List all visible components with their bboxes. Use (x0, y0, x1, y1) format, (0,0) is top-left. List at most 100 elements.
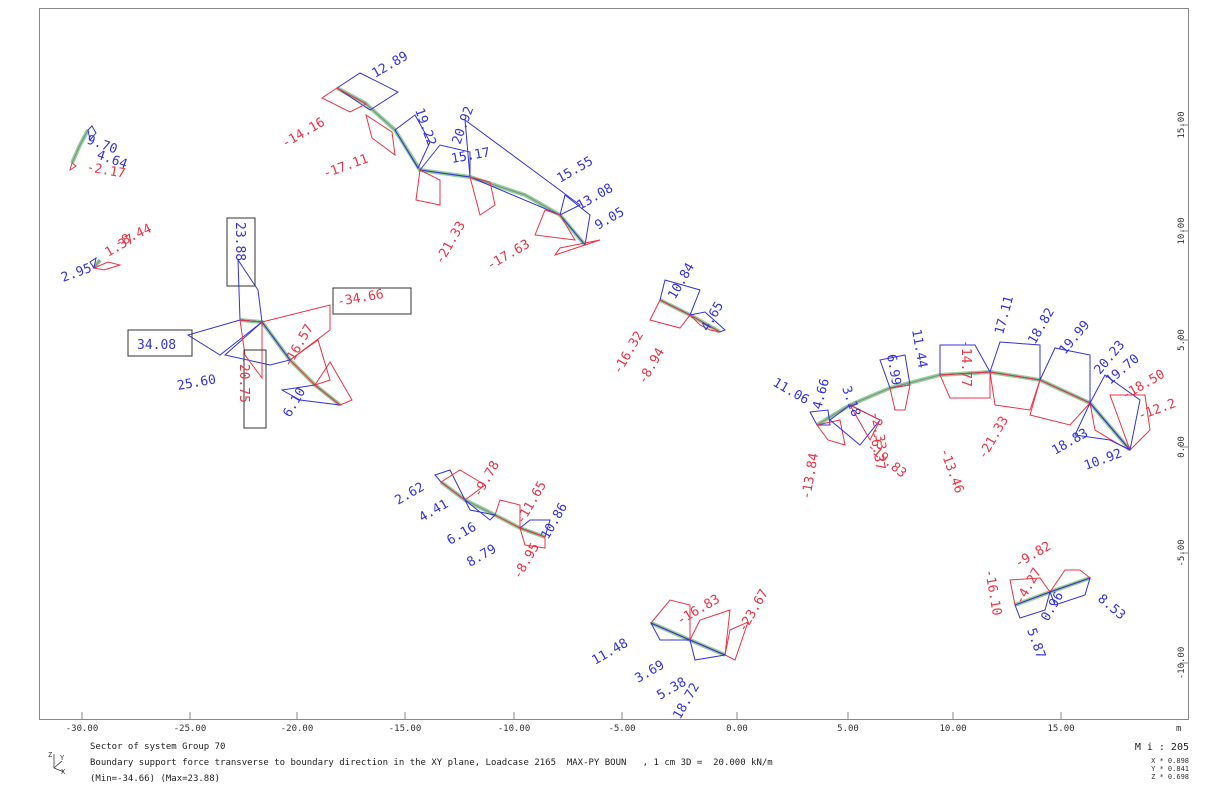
positive-force-polygon (394, 114, 431, 170)
force-polygons (69, 72, 1151, 661)
negative-force-polygon (848, 403, 881, 442)
force-value-label: 5.87 (1023, 626, 1048, 661)
x-tick-label: -10.00 (498, 724, 531, 734)
force-value-label: 3.18 (838, 384, 863, 419)
force-value-label: 2.62 (393, 480, 428, 509)
extreme-value-boxes (127, 217, 412, 429)
force-value-label: 11.44 (908, 328, 930, 369)
positive-force-polygon (649, 621, 691, 641)
force-value-label: 6.16 (445, 520, 480, 549)
x-axis-unit: m (1176, 724, 1181, 734)
force-value-label: -8.95 (510, 541, 543, 582)
force-value-label: -23.67 (735, 587, 771, 635)
x-tick-label: -25.00 (174, 724, 207, 734)
positive-force-polygon (464, 499, 497, 521)
force-value-label: 11.48 (590, 636, 631, 669)
force-value-label: -13.84 (799, 452, 822, 501)
positive-force-polygon (237, 258, 263, 323)
force-value-label: 3.69 (633, 658, 668, 687)
negative-force-polygon (534, 209, 576, 241)
member-centerline (71, 129, 89, 164)
plot-frame (39, 8, 1189, 720)
force-value-label: -6.37 (866, 430, 888, 471)
extreme-label-box (243, 349, 267, 429)
positive-force-polygon (1014, 591, 1051, 619)
negative-force-polygon (889, 384, 911, 411)
extreme-label-box (226, 217, 256, 287)
negative-force-polygon (69, 162, 77, 172)
extreme-label-box (127, 329, 193, 357)
force-value-label: 6.10 (280, 385, 309, 420)
force-value-label: -21.33 (975, 414, 1011, 462)
view-vector: X * 0.898 Y * 0.841 Z * 0.698 (1151, 757, 1189, 781)
y-tick-label: 15.00 (1177, 111, 1187, 138)
force-value-label: -2.33 (867, 410, 889, 451)
force-value-label: 6.99 (883, 353, 903, 386)
negative-force-polygon (415, 169, 441, 206)
negative-force-polygon (440, 469, 486, 501)
negative-force-polygon (553, 239, 601, 256)
negative-force-polygon (239, 319, 263, 380)
force-value-label: -12.2 (1136, 396, 1178, 423)
force-value-label: 12.89 (370, 49, 411, 82)
y-tick-label: -5.00 (1177, 539, 1187, 566)
force-value-label: -16.10 (981, 568, 1004, 617)
force-value-label: 4.41 (417, 497, 452, 526)
force-value-label: 25.60 (176, 372, 217, 394)
negative-force-polygon (1109, 394, 1151, 451)
force-value-label: 8.79 (465, 542, 500, 571)
force-value-label: 9.05 (593, 205, 628, 234)
y-tick-label: 0.00 (1177, 436, 1187, 458)
negative-force-polygon (939, 371, 991, 399)
force-value-label: -8.94 (635, 345, 668, 387)
axis-y-label: Y (60, 754, 65, 762)
force-value-label: -17.11 (321, 152, 370, 182)
force-value-label: -34.66 (336, 287, 385, 310)
negative-force-polygon (816, 419, 846, 446)
positive-force-polygon (689, 639, 727, 661)
positive-force-polygon (809, 409, 831, 426)
footer-title: Sector of system Group 70 (90, 742, 226, 752)
negative-force-polygon (689, 314, 721, 333)
force-value-label: -21.33 (432, 219, 468, 267)
axis-x-label: X (61, 768, 66, 774)
x-tick-label: 0.00 (726, 724, 748, 734)
footer-description: Boundary support force transverse to bou… (90, 758, 773, 768)
view-x: X * 0.898 (1151, 757, 1189, 765)
negative-force-polygon (519, 527, 546, 549)
x-tick-label: -30.00 (66, 724, 99, 734)
x-tick-label: -5.00 (608, 724, 635, 734)
positive-force-polygon (464, 118, 581, 216)
force-value-label: -17.63 (485, 237, 533, 273)
negative-force-polygon (649, 299, 691, 329)
member-centerline (93, 259, 101, 269)
positive-force-polygon (89, 256, 97, 270)
force-value-label: 8.53 (1094, 592, 1128, 624)
positive-force-polygon (419, 144, 471, 178)
positive-force-polygon (223, 321, 291, 366)
force-value-label: 13.08 (575, 181, 616, 214)
negative-force-polygon (469, 176, 496, 216)
scale-label: M i : 205 (1134, 742, 1189, 753)
force-value-label: 2.95 (59, 261, 94, 286)
force-value-label: 19.22 (411, 106, 438, 148)
force-value-label: 18.82 (1025, 306, 1058, 347)
force-value-label: 15.55 (555, 154, 596, 187)
axis-z-label: Z (48, 751, 52, 759)
force-value-label: 18.83 (1050, 426, 1091, 459)
positive-force-polygon (336, 72, 400, 111)
x-tick-label: 10.00 (939, 724, 966, 734)
view-y: Y * 0.841 (1151, 765, 1189, 773)
force-value-label: -16.57 (280, 322, 316, 370)
force-value-label: 17.11 (992, 294, 1017, 336)
force-value-label: -20.75 (236, 356, 251, 403)
force-value-label: 11.06 (770, 375, 811, 408)
positive-force-polygon (87, 125, 97, 142)
force-diagram: 12.89-14.16 19.22 20.92-17.11 15.17 15.5513.… (59, 49, 1189, 734)
force-value-label: -2.17 (85, 160, 126, 182)
force-value-label: 4.66 (810, 377, 833, 411)
x-axis: -30.00 -25.00 -20.00 -15.00 -10.00 -5.00 0.00 5… (66, 712, 1181, 734)
view-z: Z * 0.698 (1151, 773, 1189, 781)
x-tick-label: 5.00 (837, 724, 859, 734)
y-tick-label: -10.00 (1177, 647, 1187, 680)
